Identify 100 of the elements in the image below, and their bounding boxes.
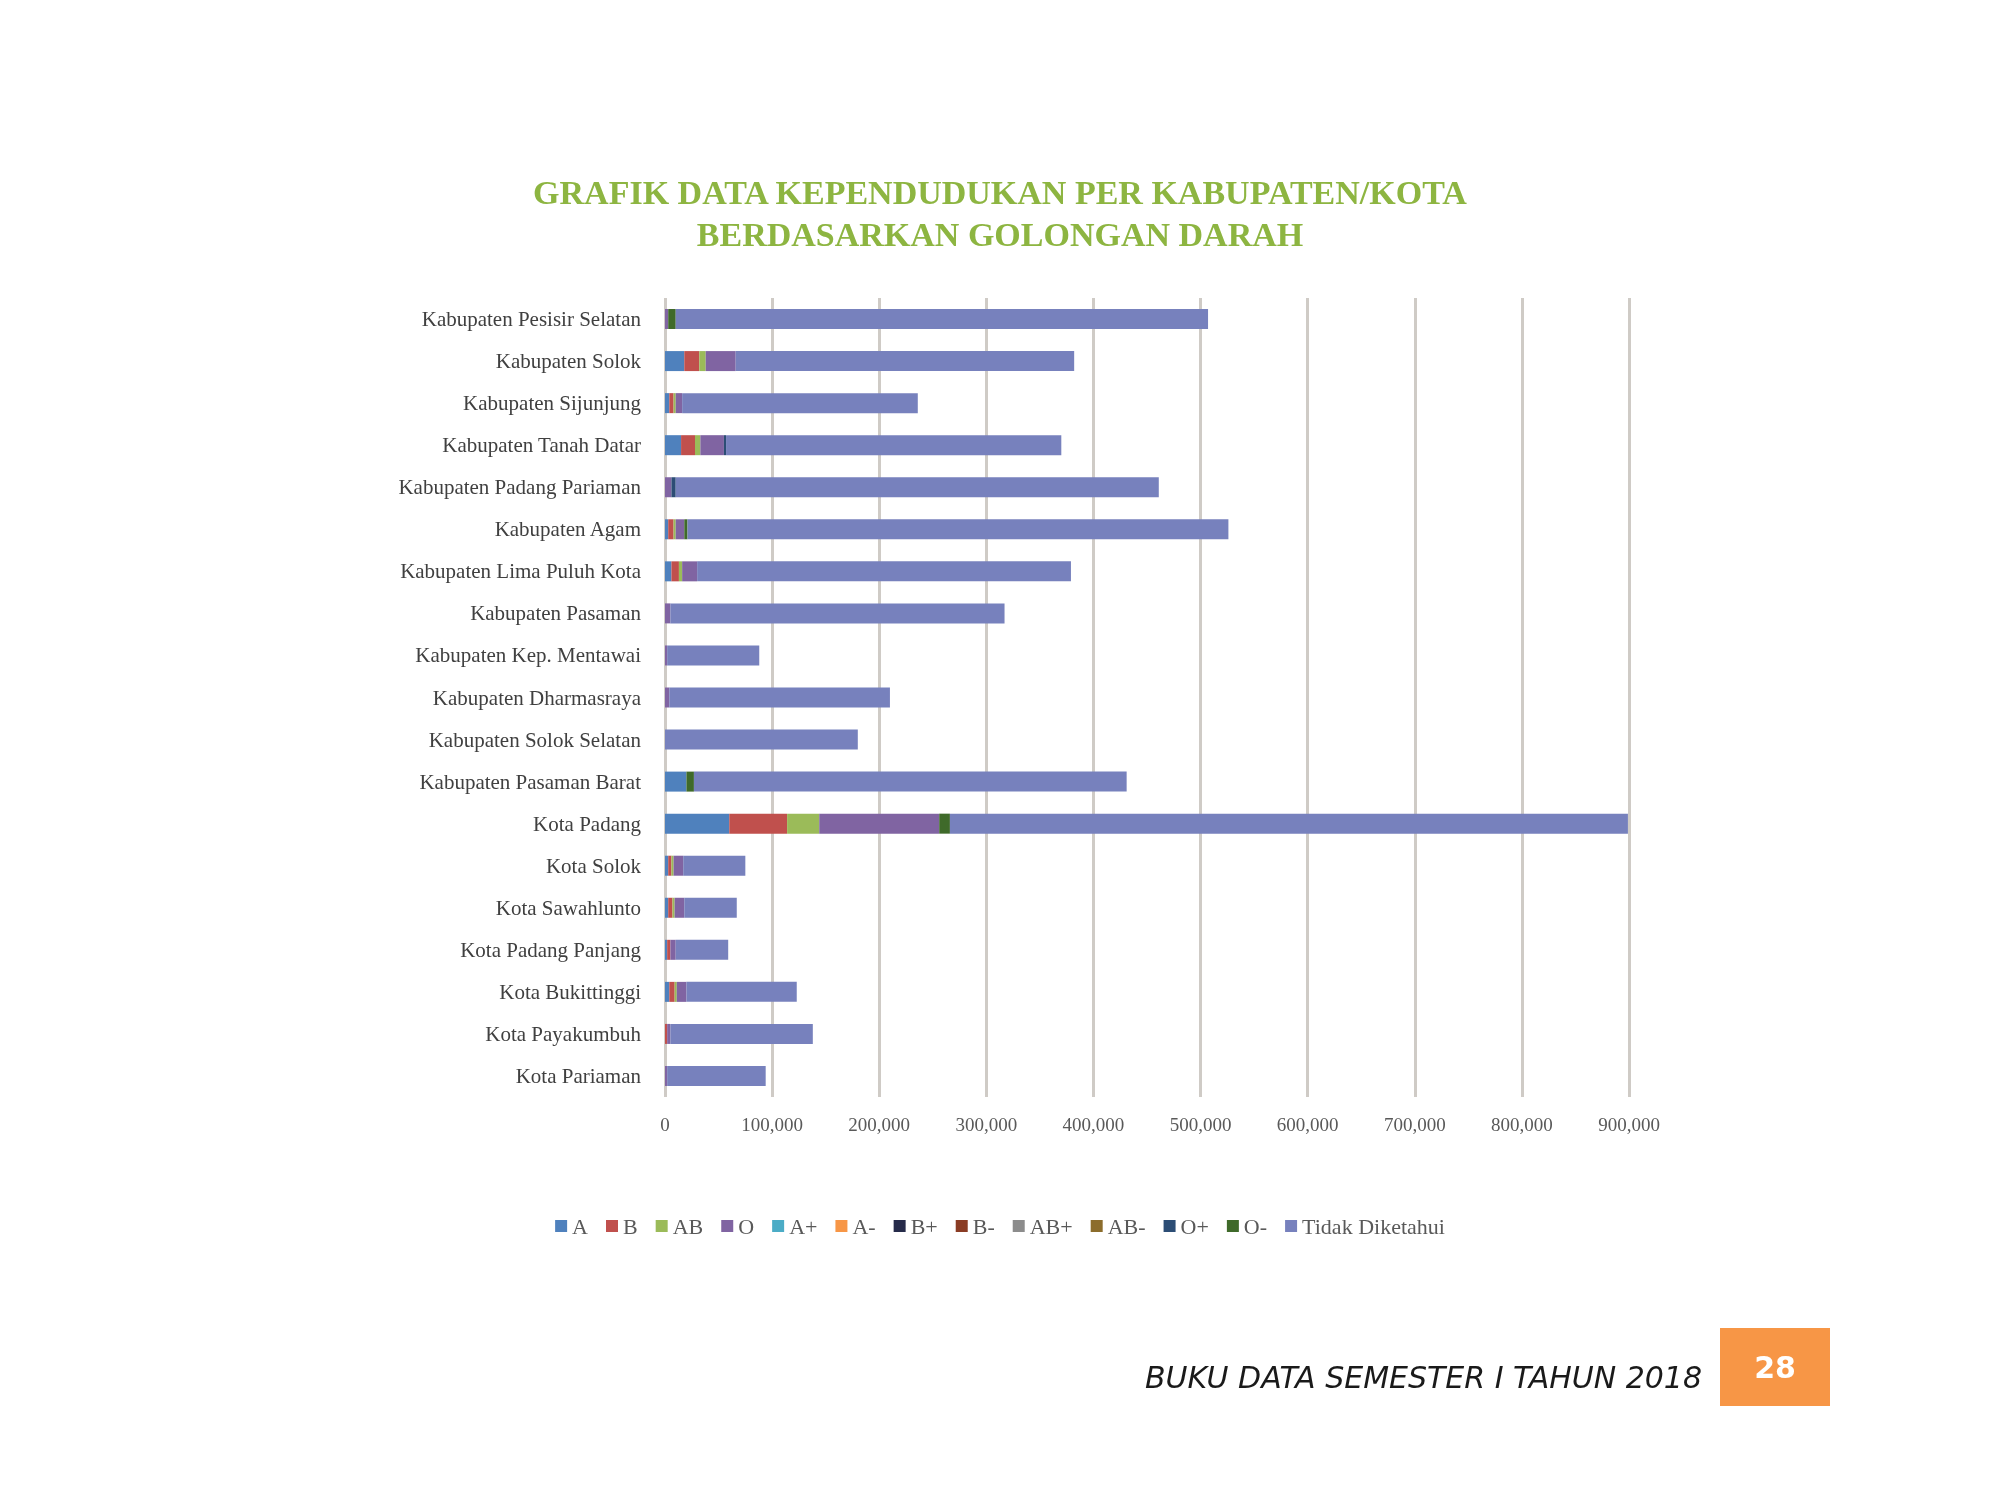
x-tick-label: 200,000 xyxy=(848,1114,911,1135)
y-tick-label: Kabupaten Pasaman Barat xyxy=(419,769,642,794)
bar xyxy=(665,645,668,666)
y-tick-label: Kabupaten Lima Puluh Kota xyxy=(400,559,642,584)
bar xyxy=(699,351,706,372)
bar xyxy=(726,435,1062,456)
bar xyxy=(686,771,694,792)
bar xyxy=(669,687,890,708)
bar xyxy=(687,519,1229,540)
bar xyxy=(819,813,940,834)
x-tick-label: 0 xyxy=(660,1114,670,1135)
y-tick-label: Kabupaten Solok Selatan xyxy=(428,727,642,752)
bar xyxy=(674,981,677,1002)
x-tick-label: 700,000 xyxy=(1383,1114,1446,1135)
bar xyxy=(729,813,788,834)
legend-label: O- xyxy=(1243,1213,1268,1239)
bar xyxy=(673,855,684,876)
bar xyxy=(671,561,679,582)
bar xyxy=(684,519,688,540)
y-tick-label: Kota Pariaman xyxy=(515,1063,642,1088)
x-tick-label: 300,000 xyxy=(955,1114,1018,1135)
bar xyxy=(681,435,695,456)
legend-label: B- xyxy=(972,1213,995,1239)
legend-label: AB- xyxy=(1107,1213,1146,1239)
bar xyxy=(667,1065,766,1086)
legend-label: O xyxy=(738,1213,755,1239)
x-tick-label: 500,000 xyxy=(1169,1114,1232,1135)
bar xyxy=(665,519,669,540)
x-tick-label: 400,000 xyxy=(1062,1114,1125,1135)
x-tick-label: 800,000 xyxy=(1491,1114,1553,1135)
y-tick-label: Kabupaten Padang Pariaman xyxy=(398,475,642,500)
bar xyxy=(676,981,687,1002)
y-tick-label: Kabupaten Tanah Datar xyxy=(442,433,641,458)
bar xyxy=(668,897,673,918)
bar xyxy=(697,561,1071,582)
x-tick-label: 600,000 xyxy=(1276,1114,1339,1135)
bar xyxy=(672,897,675,918)
bar xyxy=(686,981,797,1002)
y-tick-label: Kota Bukittinggi xyxy=(499,979,642,1004)
y-tick-label: Kota Padang Panjang xyxy=(460,937,642,962)
bar xyxy=(665,981,670,1002)
bar xyxy=(665,687,670,708)
bar xyxy=(668,519,674,540)
bar xyxy=(665,309,669,330)
chart-title: GRAFIK DATA KEPENDUDUKAN PER KABUPATEN/KOTA BERDASARKAN GOLONGAN DARAH xyxy=(533,173,1468,253)
bar xyxy=(665,435,682,456)
bar xyxy=(670,1023,813,1044)
legend-label: AB+ xyxy=(1029,1213,1073,1239)
bar xyxy=(735,351,1075,372)
legend-label: A- xyxy=(852,1213,876,1239)
bar xyxy=(705,351,736,372)
bar xyxy=(665,1065,668,1086)
bar xyxy=(939,813,950,834)
bar xyxy=(665,393,670,414)
bar xyxy=(675,519,685,540)
legend-label: AB xyxy=(672,1213,704,1239)
bar xyxy=(684,351,700,372)
bar xyxy=(682,393,918,414)
bar xyxy=(668,309,676,330)
y-tick-label: Kabupaten Dharmasraya xyxy=(432,685,642,710)
y-tick-label: Kabupaten Pasaman xyxy=(470,601,642,626)
bar xyxy=(665,771,687,792)
bar xyxy=(667,645,760,666)
bar xyxy=(700,435,724,456)
y-tick-label: Kota Padang xyxy=(533,811,642,836)
y-tick-label: Kabupaten Agam xyxy=(494,517,641,542)
legend-label: A+ xyxy=(789,1213,818,1239)
bar xyxy=(694,435,701,456)
bar xyxy=(669,393,674,414)
bar xyxy=(665,351,685,372)
bar xyxy=(670,603,1005,624)
x-tick-label: 900,000 xyxy=(1598,1114,1660,1135)
text: BUKU DATA SEMESTER I TAHUN 2018 xyxy=(1144,1360,1702,1395)
bar xyxy=(693,771,1127,792)
bar xyxy=(673,393,676,414)
bar xyxy=(723,435,727,456)
y-tick-label: Kota Payakumbuh xyxy=(485,1021,642,1046)
bar xyxy=(665,561,672,582)
bar xyxy=(675,939,729,960)
y-tick-label: Kabupaten Kep. Mentawai xyxy=(415,643,642,668)
bar xyxy=(670,939,676,960)
bar xyxy=(682,561,698,582)
bar xyxy=(949,813,1628,834)
legend-label: B xyxy=(623,1213,638,1239)
bar xyxy=(675,393,683,414)
y-tick-label: Kabupaten Pesisir Selatan xyxy=(421,307,642,332)
bar xyxy=(673,519,676,540)
bar xyxy=(665,897,669,918)
bar xyxy=(665,477,672,498)
x-tick-label: 100,000 xyxy=(741,1114,803,1135)
bar xyxy=(665,603,671,624)
bar xyxy=(684,897,737,918)
bar xyxy=(787,813,820,834)
y-tick-label: Kabupaten Solok xyxy=(495,349,642,374)
legend-label: O+ xyxy=(1180,1213,1209,1239)
bar xyxy=(665,729,858,750)
bar xyxy=(665,813,730,834)
bar xyxy=(669,981,675,1002)
legend-label: A xyxy=(572,1213,589,1239)
bar xyxy=(675,309,1209,330)
